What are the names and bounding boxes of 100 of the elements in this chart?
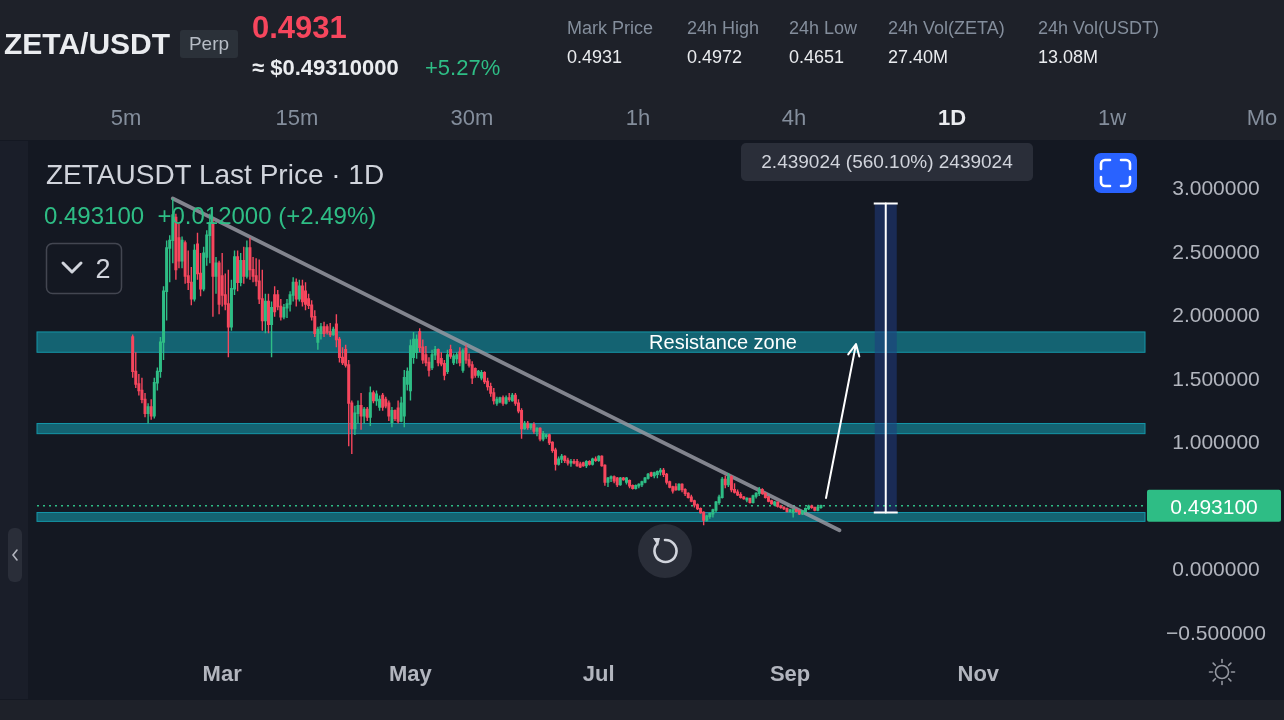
candlestick (624, 476, 628, 486)
candlestick (810, 504, 814, 510)
text: ≈ $0.49310000 (252, 55, 399, 80)
y-tick-label: −0.500000 (1166, 621, 1266, 644)
x-tick-label: Mar (202, 661, 243, 686)
candlestick (316, 326, 320, 351)
candlestick (381, 392, 385, 412)
text: 0.4651 (789, 47, 845, 67)
candlestick (680, 482, 684, 493)
text: 1h (625, 105, 651, 130)
candlestick (677, 482, 681, 492)
candlestick (501, 394, 505, 407)
text: 24h Vol(ZETA) (888, 18, 1005, 38)
candlestick (631, 483, 635, 491)
candlestick (526, 420, 530, 431)
candlestick (458, 346, 462, 367)
candlestick (683, 487, 687, 497)
candlestick (748, 497, 752, 505)
candlestick (609, 474, 613, 483)
candlestick (788, 507, 792, 514)
text: 5m (110, 105, 142, 130)
y-tick-label: 1.000000 (1172, 430, 1260, 454)
candlestick (794, 507, 798, 514)
candlestick (671, 485, 675, 495)
candlestick (587, 459, 591, 467)
text: 0.4931 (252, 10, 347, 45)
candlestick (575, 458, 579, 468)
candlestick (745, 496, 749, 504)
text: 1D (937, 105, 967, 130)
candlestick (652, 471, 656, 479)
candlestick (541, 430, 545, 442)
candlestick (507, 392, 511, 403)
candlestick (581, 460, 585, 468)
candlestick (263, 293, 267, 334)
y-tick-label: 0.000000 (1172, 557, 1260, 581)
x-tick-label: Sep (769, 661, 811, 686)
candlestick (353, 404, 357, 436)
candlestick (146, 402, 150, 425)
y-tick-label: 1.500000 (1172, 366, 1260, 390)
x-tick-label: Jul (582, 661, 615, 686)
text: Mo (1246, 105, 1278, 130)
candlestick (782, 505, 786, 511)
text: 1w (1097, 105, 1127, 130)
candlestick (563, 454, 567, 464)
candlestick (464, 343, 468, 365)
candlestick (665, 472, 669, 486)
candlestick (708, 511, 712, 520)
candlestick (452, 352, 456, 366)
candlestick (612, 474, 616, 484)
candlestick (378, 394, 382, 412)
candlestick (594, 455, 598, 463)
candlestick (544, 432, 548, 440)
candlestick (325, 323, 329, 336)
x-tick-label: May (389, 661, 433, 686)
candlestick (149, 398, 153, 421)
candlestick (535, 426, 539, 437)
candlestick (757, 486, 761, 497)
candlestick (779, 504, 783, 510)
candlestick (538, 426, 542, 442)
candlestick (455, 351, 459, 365)
candlestick (634, 483, 638, 491)
candlestick (621, 476, 625, 482)
candlestick (770, 499, 774, 506)
candlestick (791, 507, 795, 519)
candlestick (390, 406, 394, 428)
candlestick (615, 476, 619, 488)
candlestick (692, 499, 696, 509)
chart-title: ZETAUSDT Last Price · 1D (46, 159, 385, 190)
text: 13.08M (1038, 47, 1099, 67)
y-tick-label: 2.000000 (1172, 303, 1260, 327)
text: 0.4972 (687, 47, 743, 67)
candlestick (362, 406, 366, 425)
candlestick (584, 459, 588, 469)
text: 15m (275, 105, 319, 130)
candlestick (739, 491, 743, 500)
candlestick (643, 476, 647, 484)
candlestick (461, 347, 465, 374)
candlestick (273, 285, 277, 318)
candlestick (686, 491, 690, 500)
text: 24h Low (789, 18, 859, 38)
candlestick (282, 303, 286, 320)
candlestick (504, 394, 508, 406)
candlestick (294, 277, 298, 308)
candlestick (328, 322, 332, 338)
candlestick (785, 506, 789, 514)
ref-line-label: 0.493100 (1170, 494, 1258, 518)
candlestick (557, 455, 561, 467)
candlestick (640, 480, 644, 488)
candlestick (529, 422, 533, 431)
y-tick-label: 2.500000 (1172, 239, 1260, 263)
candlestick (322, 321, 326, 338)
candlestick (637, 482, 641, 490)
text: Perp (188, 33, 230, 54)
candlestick (387, 399, 391, 422)
text: 24h High (687, 18, 760, 38)
candlestick (674, 482, 678, 492)
text: 2.439024 (560.10%) 2439024 (761, 151, 1014, 172)
candlestick (726, 472, 730, 488)
candlestick (773, 500, 777, 507)
text: ZETA/USDT (4, 27, 171, 60)
